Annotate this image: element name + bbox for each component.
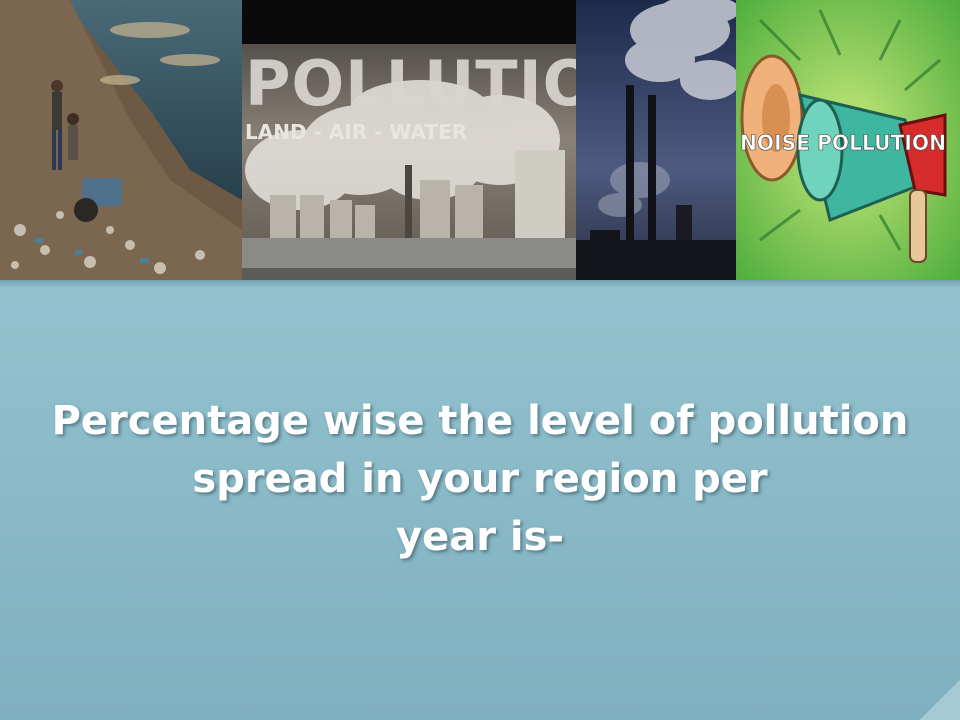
banner-shadow [0, 280, 960, 288]
question-line-2: spread in your region per [192, 456, 768, 502]
land-pollution-photo [0, 0, 242, 280]
poster-subtitle: LAND - AIR - WATER [245, 120, 467, 144]
question-line-3: year is- [396, 514, 564, 560]
banner-illustration: POLLUTION LAND - AIR - WATER [0, 0, 960, 280]
question-line-1: Percentage wise the level of pollution [51, 398, 909, 444]
noise-pollution-label: NOISE POLLUTION [740, 131, 946, 155]
noise-pollution-cartoon: NOISE POLLUTION [736, 0, 960, 280]
page-curl-corner [920, 680, 960, 720]
pollution-image-banner: POLLUTION LAND - AIR - WATER [0, 0, 960, 280]
question-text: Percentage wise the level of pollution s… [40, 392, 920, 566]
smokestack-photo [576, 0, 740, 280]
